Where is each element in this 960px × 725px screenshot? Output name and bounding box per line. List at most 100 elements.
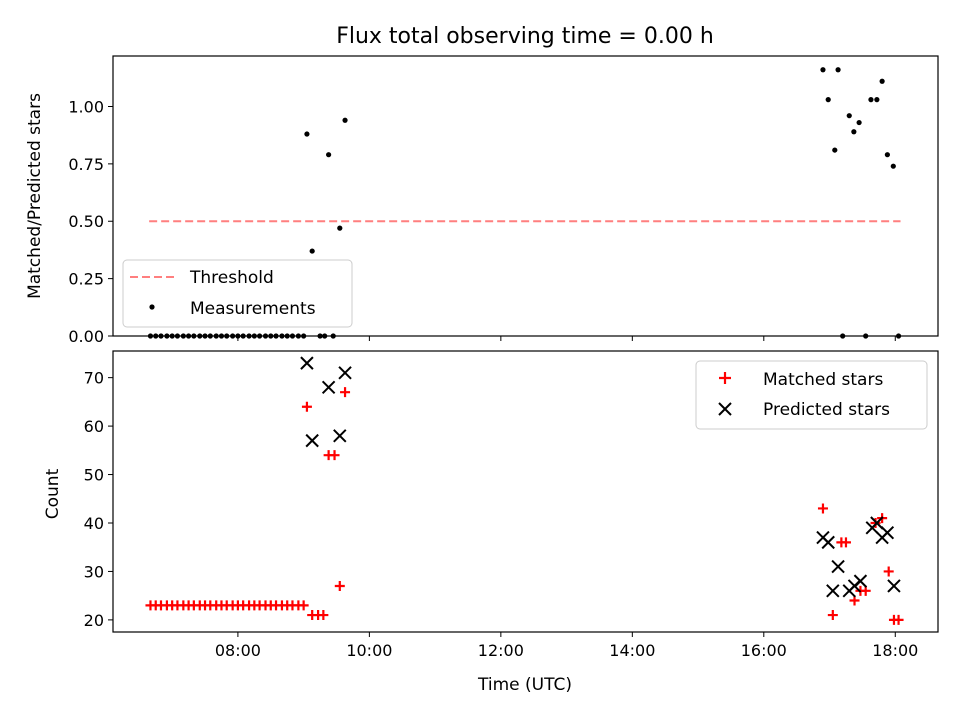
measurements-point [301,333,307,339]
predicted-stars-point [300,356,314,370]
count-panel: 20 30 40 50 60 70 08:00 10:00 12:00 14:00 16:00 18:… [43,350,939,695]
predicted-stars-point [887,579,901,593]
measurements-point [158,333,164,339]
measurements-point [851,129,857,135]
count-y-axis-label: Count [43,468,63,519]
ratio-legend: Threshold Measurements [122,259,353,328]
measurements-point [820,67,826,73]
matched-stars-point [301,401,312,412]
measurements-point [309,248,315,254]
predicted-stars-point [338,366,352,380]
matched-stars-point [340,387,351,398]
measurements-point [304,131,310,137]
measurements-point [218,333,225,339]
predicted-stars-point [853,574,868,588]
count-y-tick-label: 30 [84,562,104,581]
measurements-point [213,333,219,339]
predicted-stars-point [305,433,319,448]
matched-stars-point [840,537,851,548]
predicted-stars-point [333,429,347,443]
matched-stars-point [893,614,904,625]
ratio-y-axis-label: Matched/Predicted stars [25,93,45,299]
measurements-point [180,333,186,339]
measurements-point [317,333,323,339]
predicted-stars-point [821,535,835,550]
predicted-legend-label: Predicted stars [763,400,890,420]
measurements-point [273,333,279,339]
measurements-point [262,333,269,339]
count-y-tick-label: 70 [84,369,104,388]
measurements-point [289,333,296,339]
count-legend: Matched stars Predicted stars [695,360,928,430]
predicted-stars-point [831,559,845,574]
measurements-point [856,119,862,126]
x-tick-label: 14:00 [609,641,655,660]
measurements-point [884,152,890,158]
measurements-point [890,163,896,169]
ratio-y-tick-label: 0.75 [68,155,104,174]
measurements-point [169,333,175,339]
measurements-point [147,333,154,339]
measurements-point [284,333,290,339]
matched-stars-point [318,610,329,621]
measurements-point [279,333,285,339]
measurements-point [191,333,197,339]
measurements-point [224,333,230,339]
matched-legend-label: Matched stars [763,370,883,390]
measurements-point [863,333,869,339]
measurements-point [879,78,885,84]
predicted-stars-point [880,525,895,540]
ratio-y-tick-label: 0.00 [68,327,104,346]
measurements-point [202,333,208,339]
measurements-point [330,333,336,339]
measurements-point [840,333,846,339]
measurements-point [246,333,252,339]
matched-stars-point [334,580,345,591]
measurements-point [268,333,274,339]
matched-stars-point [827,610,838,621]
measurements-point [197,333,203,339]
measurements-point [230,333,236,339]
predicted-stars-point [321,380,336,395]
x-tick-label: 12:00 [478,641,524,660]
measurements-point [174,333,181,339]
measurements-point [846,113,852,119]
matched-stars-point [817,503,828,514]
measurements-legend-swatch [149,304,155,310]
ratio-y-tick-label: 0.25 [68,270,104,289]
measurements-point [868,97,874,103]
x-tick-label: 10:00 [346,641,392,660]
x-tick-label: 16:00 [741,641,787,660]
matched-stars-point [298,600,309,611]
measurements-point [256,333,263,339]
measurements-point [185,333,192,339]
ratio-y-tick-label: 1.00 [68,97,104,116]
measurements-point [832,147,838,153]
measurements-legend-label: Measurements [190,299,316,319]
predicted-legend-swatch [718,402,732,416]
matched-legend-swatch [719,372,731,384]
count-y-tick-label: 50 [84,466,104,485]
measurements-point [337,225,343,231]
measurements-point [251,333,257,339]
ratio-panel: 0.00 0.25 0.50 0.75 1.00 Matched/Predicted s… [25,55,939,346]
x-axis-label: Time (UTC) [477,675,572,695]
measurements-point [153,333,159,339]
ratio-y-tick-label: 0.50 [68,212,104,231]
predicted-stars-point [826,584,840,598]
x-tick-label: 18:00 [872,641,918,660]
measurements-point [874,97,880,103]
threshold-legend-label: Threshold [189,268,274,288]
predicted-stars-point [870,516,884,530]
matched-stars-point [329,450,340,461]
measurements-point [207,333,213,339]
measurements-point [835,67,841,73]
measurements-point [164,333,170,339]
measurements-point [825,97,831,103]
matched-stars-point [883,566,894,577]
measurements-point [326,152,332,158]
measurements-point [322,333,328,339]
measurements-point [240,333,246,339]
